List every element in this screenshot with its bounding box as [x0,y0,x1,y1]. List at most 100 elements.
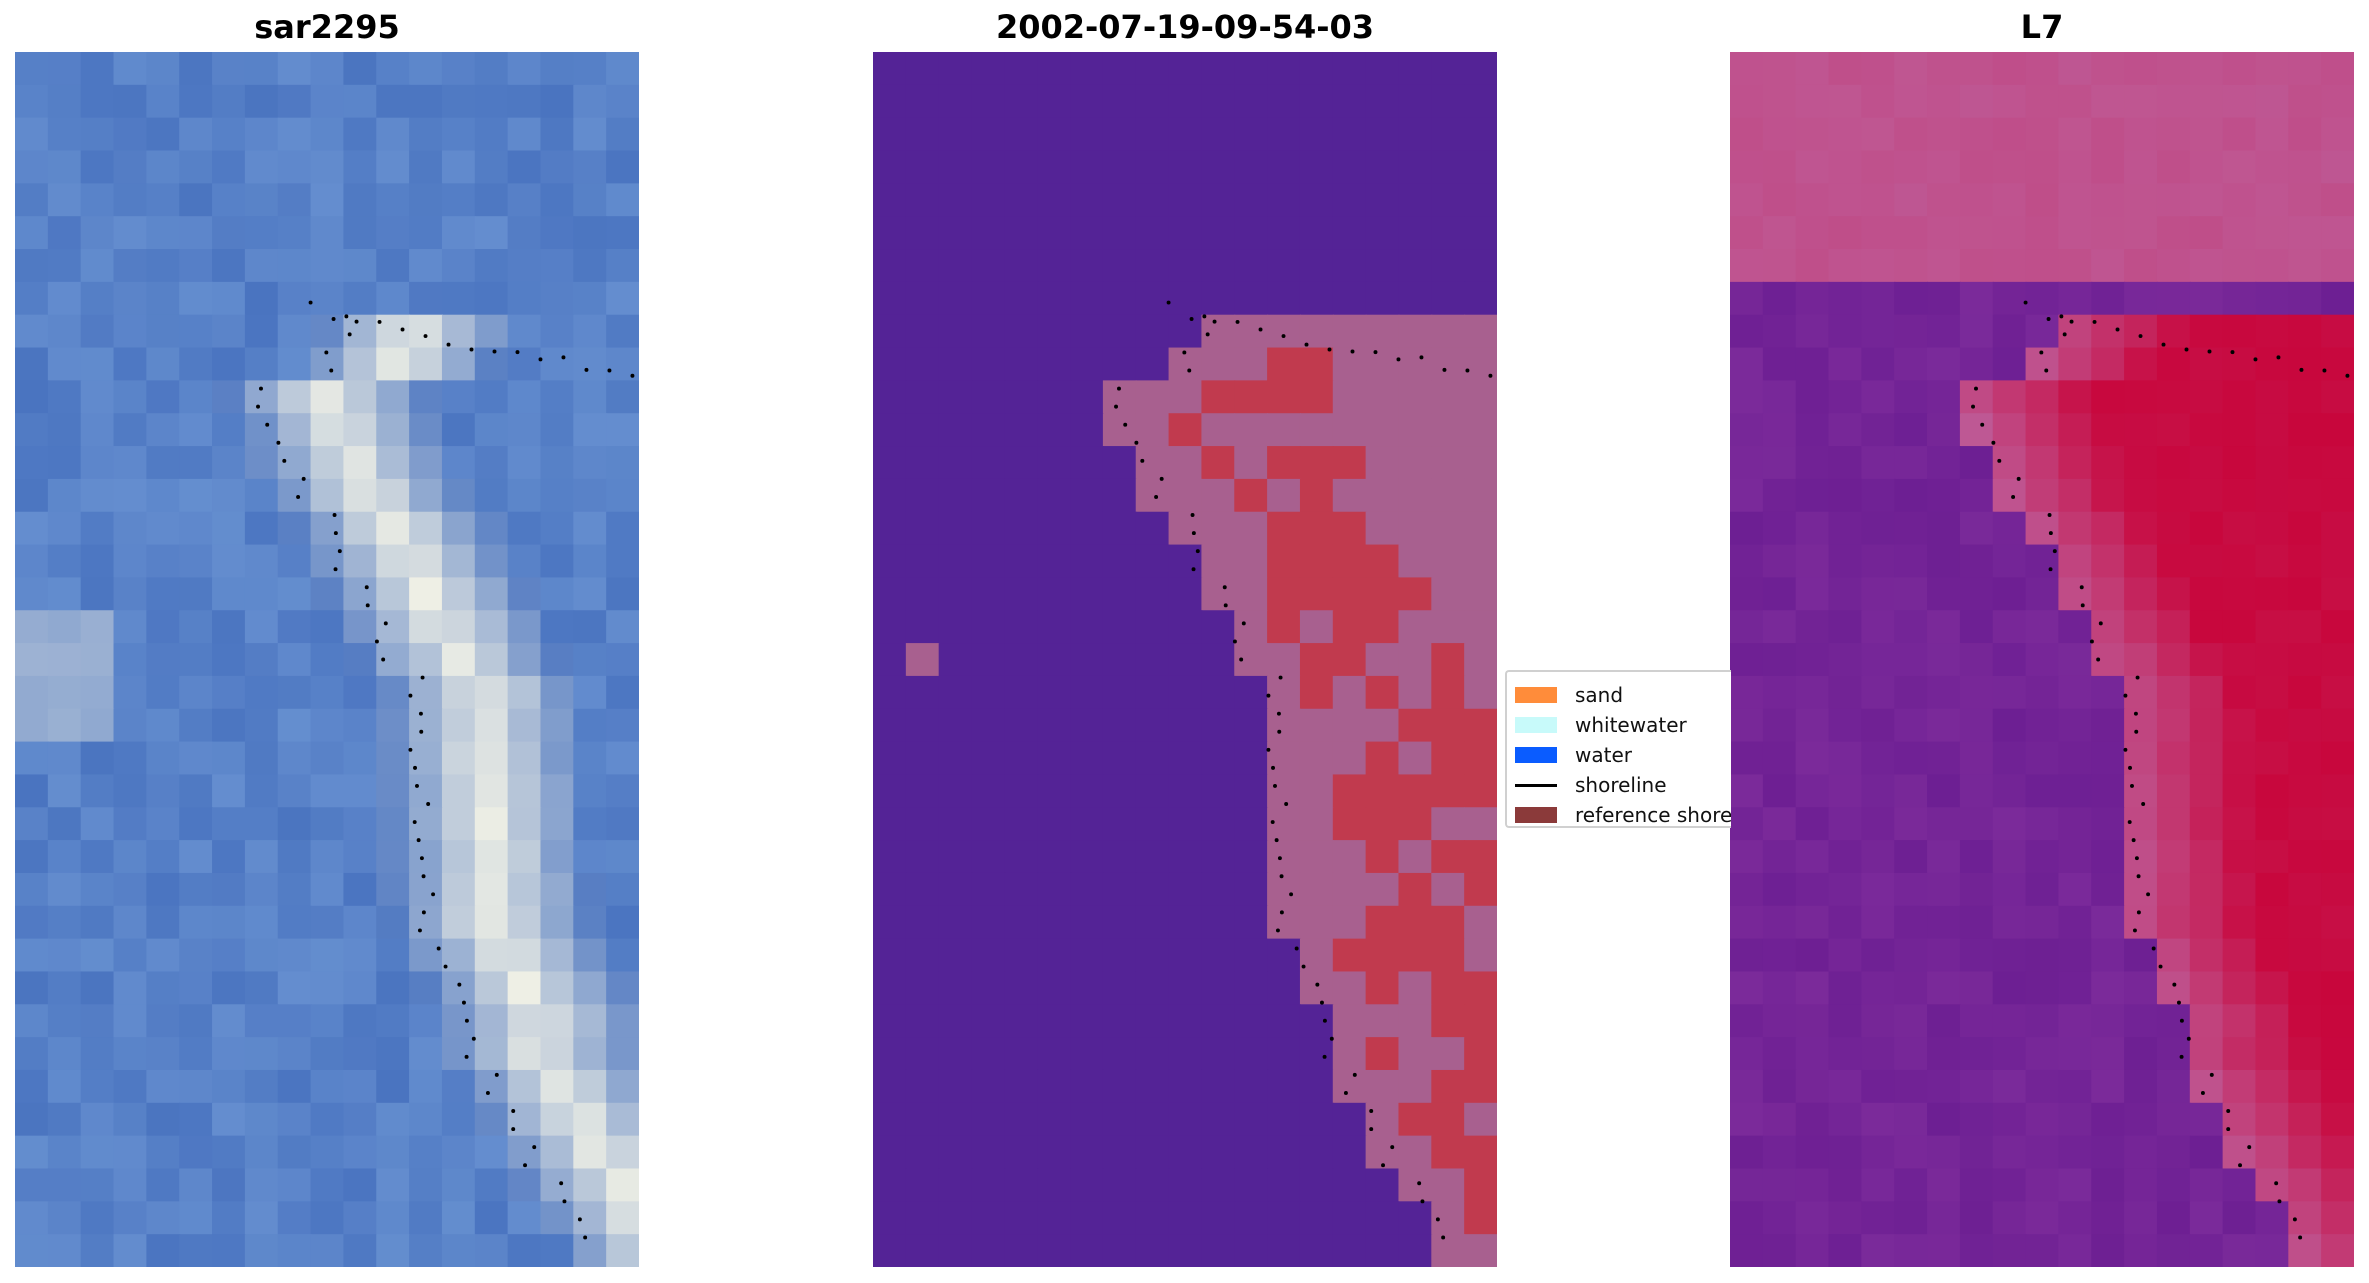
class-pixel [1431,150,1466,185]
class-pixel [1267,610,1301,645]
class-pixel [1267,1234,1301,1267]
legend-swatch-water [1515,747,1557,763]
sar-pixel [113,971,148,1006]
sar-pixel [15,1234,49,1267]
index-pixel [2222,741,2257,776]
class-pixel [1070,150,1104,185]
sar-pixel [573,807,608,842]
index-pixel [1861,971,1896,1006]
sar-pixel [441,478,476,513]
index-pixel [2288,905,2323,940]
index-pixel [2025,905,2060,940]
class-pixel [1267,905,1301,940]
class-pixel [1234,675,1269,710]
sar-pixel [244,610,279,645]
sar-pixel [212,478,246,513]
sar-pixel [146,938,181,973]
index-pixel [2288,1102,2323,1137]
sar-pixel [244,1168,279,1203]
index-pixel [1861,807,1896,842]
index-pixel [2025,708,2060,743]
index-pixel [2156,741,2191,776]
index-pixel [2255,1037,2290,1071]
class-pixel [1168,840,1203,874]
sar-pixel [606,314,639,349]
shoreline-point [1154,494,1159,499]
class-pixel [938,905,973,940]
sar-pixel [507,150,542,185]
index-pixel [2124,150,2158,185]
index-pixel [1730,150,1764,185]
sar-pixel [244,577,279,612]
class-pixel [938,281,973,316]
sar-pixel [606,708,639,743]
index-pixel [2156,478,2191,513]
index-pixel [1762,643,1797,677]
sar-pixel [507,643,542,677]
sar-pixel [409,281,443,316]
sar-pixel [409,1102,443,1137]
index-pixel [2255,511,2290,546]
class-pixel [1234,183,1269,218]
index-pixel [1730,675,1764,710]
sar-pixel [441,446,476,480]
sar-pixel [212,938,246,973]
sar-pixel [474,577,509,612]
sar-pixel [47,938,82,973]
class-pixel [1431,905,1466,940]
sar-pixel [179,413,214,448]
sar-pixel [409,577,443,612]
shoreline-point [333,531,338,536]
index-pixel [1959,610,1994,645]
sar-pixel [573,774,608,809]
index-pixel [1959,708,1994,743]
sar-pixel [113,314,148,349]
class-pixel [1299,840,1334,874]
sar-pixel [212,216,246,251]
index-pixel [1795,314,1830,349]
index-pixel [1927,643,1961,677]
shoreline-point [2226,1109,2231,1113]
sar-pixel [606,249,639,283]
index-pixel [1795,971,1830,1006]
index-pixel [2321,840,2354,874]
sar-pixel [507,708,542,743]
index-pixel [1992,872,2027,907]
class-pixel [1365,1069,1400,1104]
class-pixel [873,1069,907,1104]
sar-pixel [376,1037,411,1071]
sar-pixel [47,1037,82,1071]
sar-pixel [343,446,378,480]
sar-pixel [15,872,49,907]
sar-pixel [146,1069,181,1104]
class-pixel [1332,1168,1367,1203]
index-pixel [1795,1037,1830,1071]
index-pixel [2124,1037,2158,1071]
sar-pixel [47,675,82,710]
class-pixel [1201,446,1236,480]
index-pixel [1959,1234,1994,1267]
index-pixel [1730,610,1764,645]
index-pixel [1894,774,1929,809]
class-pixel [971,183,1006,218]
class-pixel [938,183,973,218]
classified-image-panel [873,52,1497,1267]
sar-pixel [606,281,639,316]
sar-pixel [113,708,148,743]
class-pixel [1168,281,1203,316]
index-pixel [1730,840,1764,874]
sar-pixel [343,249,378,283]
sar-pixel [441,708,476,743]
sar-pixel [441,1201,476,1236]
class-pixel [1037,478,1072,513]
index-pixel [1992,183,2027,218]
sar-pixel [540,1201,575,1236]
class-pixel [1398,708,1433,743]
class-pixel [1267,52,1301,86]
sar-pixel [376,314,411,349]
shoreline-point [426,802,431,806]
sar-pixel [179,708,214,743]
index-pixel [2288,216,2323,251]
shoreline-point [420,675,425,680]
sar-pixel [343,938,378,973]
